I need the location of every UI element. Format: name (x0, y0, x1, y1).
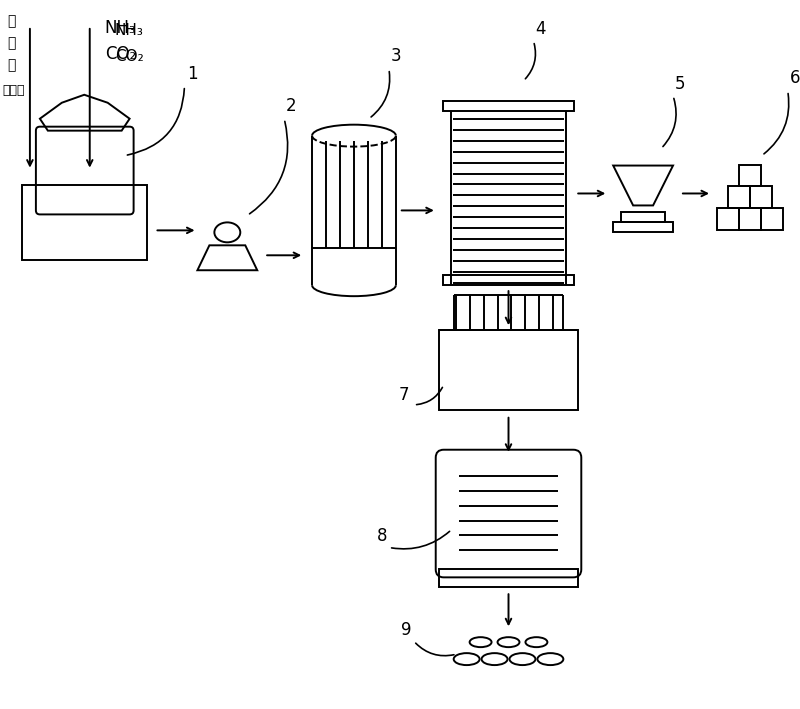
Bar (22, 186, 146, 260)
Text: 3: 3 (391, 47, 402, 65)
Bar (739, 164, 761, 186)
Text: 7: 7 (399, 386, 410, 404)
Text: CO₂: CO₂ (105, 45, 136, 63)
Bar (761, 208, 782, 230)
Bar (438, 330, 578, 410)
Bar (750, 186, 772, 208)
Bar (728, 186, 750, 208)
Text: 1: 1 (187, 65, 198, 83)
Text: 4: 4 (535, 20, 546, 38)
Text: NH₃: NH₃ (105, 19, 136, 37)
Bar (438, 569, 578, 587)
Text: NH₃: NH₃ (114, 23, 143, 38)
Text: 5: 5 (675, 74, 686, 93)
Text: CO₂: CO₂ (114, 49, 143, 64)
Text: 酸: 酸 (8, 36, 16, 50)
Bar (442, 101, 574, 111)
Text: 9: 9 (401, 621, 411, 640)
Bar (442, 275, 574, 285)
Text: 2: 2 (286, 96, 297, 115)
Text: 硫: 硫 (8, 14, 16, 28)
Text: 销: 销 (8, 58, 16, 72)
Text: 硫酸销: 硫酸销 (2, 84, 26, 97)
Text: 6: 6 (790, 69, 800, 86)
Bar (621, 213, 665, 223)
Bar (614, 223, 673, 233)
Bar (717, 208, 739, 230)
Text: 8: 8 (377, 527, 387, 545)
Bar (739, 208, 761, 230)
